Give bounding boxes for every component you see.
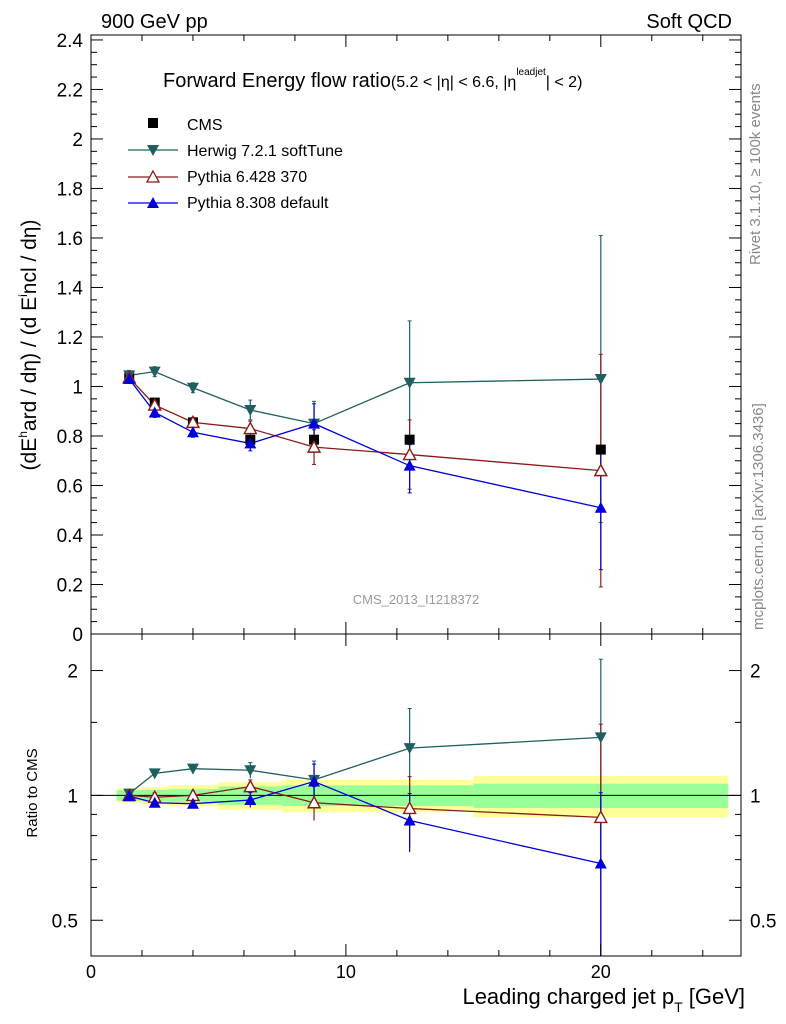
y-tick-label: 0.4 bbox=[57, 526, 84, 547]
x-tick-label: 10 bbox=[336, 962, 356, 982]
y-tick-label: 2.2 bbox=[57, 80, 83, 101]
ratio-series-marker bbox=[402, 801, 417, 815]
y-tick-label: 0 bbox=[72, 625, 83, 646]
series-marker bbox=[244, 404, 257, 416]
series-marker bbox=[243, 421, 258, 435]
ratio-series-marker bbox=[244, 765, 257, 777]
legend-marker-herwig bbox=[147, 145, 159, 156]
y-tick-label: 0.6 bbox=[57, 476, 83, 497]
ratio-series-marker bbox=[243, 779, 258, 793]
x-axis-label: Leading charged jet pT [GeV] bbox=[462, 984, 745, 1015]
legend-marker-pythia8 bbox=[147, 197, 159, 208]
plot-title-cut: (5.2 < |η| < 6.6, |η bbox=[391, 74, 516, 91]
legend-label-pythia8: Pythia 8.308 default bbox=[187, 195, 329, 212]
legend-marker-pythia6 bbox=[145, 169, 161, 183]
plot-title-main: Forward Energy flow ratio bbox=[163, 70, 391, 92]
data-point bbox=[404, 434, 415, 445]
header-left-label: 900 GeV pp bbox=[101, 11, 208, 33]
series-marker bbox=[148, 366, 161, 378]
legend-label-pythia6: Pythia 6.428 370 bbox=[187, 169, 307, 186]
main-plot: 0 0.2 0.4 0.6 0.8 1 1.2 1.4 1.6 1.8 2 2.2 2.4 Forwar… bbox=[16, 31, 742, 646]
series-marker bbox=[593, 463, 608, 477]
legend-marker-cms bbox=[148, 118, 158, 128]
series-marker bbox=[186, 426, 199, 438]
x-tick-label: 0 bbox=[86, 962, 96, 982]
series-line bbox=[128, 377, 601, 472]
ratio-series-marker bbox=[306, 795, 322, 809]
legend-label-cms: CMS bbox=[187, 117, 223, 134]
plot-title-cut-end: | < 2) bbox=[546, 74, 583, 91]
ratio-series-marker bbox=[148, 768, 161, 780]
rivet-label: Rivet 3.1.10, ≥ 100k events bbox=[747, 83, 764, 265]
series-marker bbox=[402, 447, 417, 461]
header-right-label: Soft QCD bbox=[646, 11, 732, 33]
ratio-y-axis-label: Ratio to CMS bbox=[24, 748, 41, 837]
ratio-series-marker bbox=[403, 814, 416, 826]
ratio-series-marker bbox=[403, 743, 416, 755]
series-marker bbox=[594, 501, 607, 513]
mcplots-label: mcplots.cern.ch [arXiv:1306.3436] bbox=[750, 403, 767, 630]
series-marker bbox=[403, 377, 416, 389]
series-marker bbox=[123, 373, 136, 385]
data-point bbox=[595, 444, 606, 455]
ratio-series-marker bbox=[308, 775, 321, 787]
x-tick-label: 20 bbox=[591, 962, 611, 982]
y-tick-label: 1.2 bbox=[57, 328, 83, 349]
ratio-series-marker bbox=[186, 763, 199, 775]
ratio-y-tick-label: 0.5 bbox=[52, 911, 78, 932]
series-line bbox=[129, 370, 601, 425]
ratio-y-tick-label-right: 2 bbox=[750, 662, 761, 683]
ratio-series-marker bbox=[594, 732, 607, 744]
ratio-series-marker bbox=[244, 793, 257, 805]
y-tick-label: 0.8 bbox=[57, 427, 83, 448]
y-tick-label: 0.2 bbox=[57, 575, 83, 596]
y-tick-label: 1.6 bbox=[57, 229, 83, 250]
series-marker bbox=[308, 417, 321, 429]
series-marker bbox=[244, 437, 257, 449]
series-marker bbox=[148, 406, 161, 418]
ratio-y-tick-label-right: 0.5 bbox=[750, 911, 776, 932]
ratio-plot: 0.5 0.51 12 2 0 10 20 Ratio to CMS bbox=[24, 35, 776, 982]
ratio-series-marker bbox=[123, 790, 136, 802]
series-marker bbox=[186, 382, 199, 394]
series-line bbox=[128, 378, 601, 509]
y-tick-label: 2.4 bbox=[57, 31, 84, 52]
y-tick-label: 1.8 bbox=[57, 179, 83, 200]
plot-title-sup: leadjet bbox=[516, 67, 546, 78]
series-marker bbox=[403, 459, 416, 471]
y-tick-label: 1 bbox=[72, 377, 83, 398]
ratio-series-marker bbox=[593, 809, 608, 824]
y-axis-label: (dEhard / dη) / (d Eincl / dη) bbox=[16, 220, 41, 471]
y-tick-label: 1.4 bbox=[57, 278, 84, 299]
ratio-y-tick-label-right: 1 bbox=[750, 786, 761, 807]
analysis-tag: CMS_2013_I1218372 bbox=[353, 592, 480, 607]
y-tick-label: 2 bbox=[72, 130, 83, 151]
legend: CMS Herwig 7.2.1 softTune Pythia 6.428 3… bbox=[128, 117, 343, 212]
ratio-y-tick-label: 2 bbox=[67, 662, 78, 683]
series-marker bbox=[306, 439, 322, 453]
ratio-series-marker bbox=[148, 796, 161, 808]
legend-label-herwig: Herwig 7.2.1 softTune bbox=[187, 143, 343, 160]
ratio-series-marker bbox=[186, 797, 199, 809]
ratio-series-marker bbox=[594, 857, 607, 869]
series-marker bbox=[594, 374, 607, 386]
plot-title: Forward Energy flow ratio(5.2 < |η| < 6.… bbox=[163, 67, 582, 92]
ratio-y-tick-label: 1 bbox=[67, 786, 78, 807]
